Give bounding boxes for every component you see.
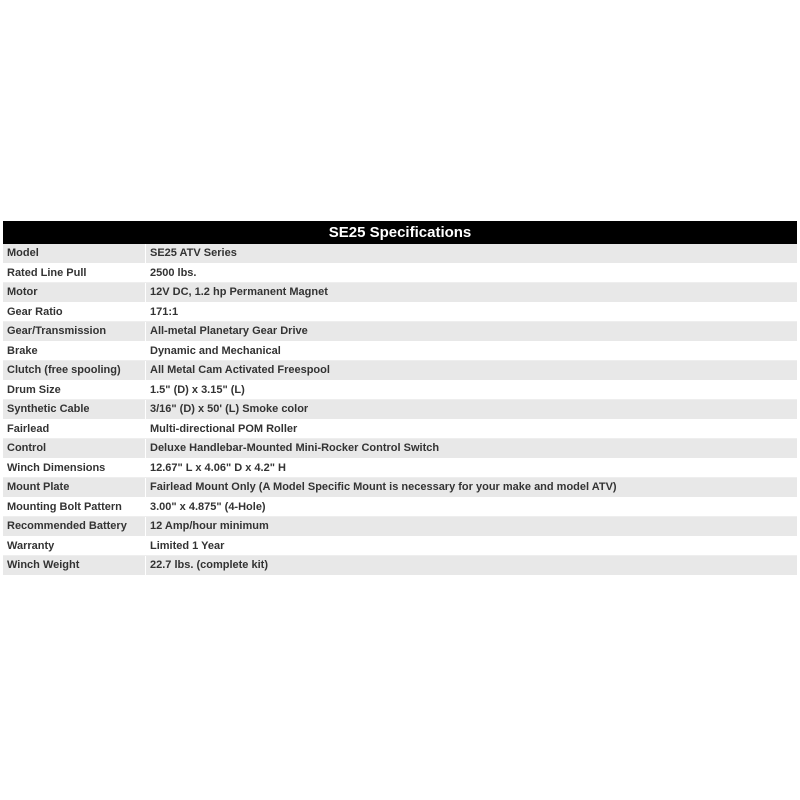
spec-label: Motor [3, 282, 146, 303]
spec-row: Drum Size 1.5" (D) x 3.15" (L) [3, 380, 797, 400]
spec-value: Deluxe Handlebar-Mounted Mini-Rocker Con… [145, 438, 797, 459]
spec-row: Winch Weight 22.7 lbs. (complete kit) [3, 555, 797, 576]
spec-value: 3/16" (D) x 50' (L) Smoke color [145, 399, 797, 420]
spec-label: Winch Weight [3, 555, 146, 576]
spec-value: 12V DC, 1.2 hp Permanent Magnet [145, 282, 797, 303]
spec-table: SE25 Specifications Model SE25 ATV Series… [3, 221, 797, 576]
spec-row: Clutch (free spooling) All Metal Cam Acti… [3, 360, 797, 381]
spec-value: Limited 1 Year [145, 536, 797, 556]
spec-value: 3.00" x 4.875" (4-Hole) [145, 497, 797, 517]
spec-value: 12 Amp/hour minimum [145, 516, 797, 537]
spec-label: Rated Line Pull [3, 263, 146, 283]
header-row: SE25 Specifications [3, 221, 797, 244]
spec-value: SE25 ATV Series [145, 244, 797, 264]
spec-table-wrap: SE25 Specifications Model SE25 ATV Series… [3, 221, 797, 576]
spec-row: Synthetic Cable 3/16" (D) x 50' (L) Smoke… [3, 399, 797, 420]
spec-label: Fairlead [3, 419, 146, 439]
spec-row: Fairlead Multi-directional POM Roller [3, 419, 797, 439]
spec-label: Synthetic Cable [3, 399, 146, 420]
spec-value: All-metal Planetary Gear Drive [145, 321, 797, 342]
spec-row: Control Deluxe Handlebar-Mounted Mini-Roc… [3, 438, 797, 459]
spec-label: Recommended Battery [3, 516, 146, 537]
spec-row: Mount Plate Fairlead Mount Only (A Model … [3, 477, 797, 498]
spec-label: Clutch (free spooling) [3, 360, 146, 381]
spec-label: Mounting Bolt Pattern [3, 497, 146, 517]
spec-row: Winch Dimensions 12.67" L x 4.06" D x 4.2… [3, 458, 797, 478]
spec-label: Warranty [3, 536, 146, 556]
spec-label: Brake [3, 341, 146, 361]
spec-label: Model [3, 244, 146, 264]
spec-value: 1.5" (D) x 3.15" (L) [145, 380, 797, 400]
spec-label: Drum Size [3, 380, 146, 400]
spec-value: 171:1 [145, 302, 797, 322]
spec-value: Fairlead Mount Only (A Model Specific Mo… [145, 477, 797, 498]
spec-row: Mounting Bolt Pattern 3.00" x 4.875" (4-H… [3, 497, 797, 517]
spec-row: Motor 12V DC, 1.2 hp Permanent Magnet [3, 282, 797, 303]
spec-value: Dynamic and Mechanical [145, 341, 797, 361]
spec-row: Gear/Transmission All-metal Planetary Gea… [3, 321, 797, 342]
spec-row: Brake Dynamic and Mechanical [3, 341, 797, 361]
spec-label: Gear/Transmission [3, 321, 146, 342]
spec-label: Mount Plate [3, 477, 146, 498]
spec-value: 12.67" L x 4.06" D x 4.2" H [145, 458, 797, 478]
spec-row: Gear Ratio 171:1 [3, 302, 797, 322]
spec-value: 22.7 lbs. (complete kit) [145, 555, 797, 576]
spec-row: Rated Line Pull 2500 lbs. [3, 263, 797, 283]
spec-row: Recommended Battery 12 Amp/hour minimum [3, 516, 797, 537]
spec-value: 2500 lbs. [145, 263, 797, 283]
spec-value: Multi-directional POM Roller [145, 419, 797, 439]
table-title: SE25 Specifications [3, 221, 797, 244]
spec-row: Warranty Limited 1 Year [3, 536, 797, 556]
spec-row: Model SE25 ATV Series [3, 244, 797, 264]
spec-value: All Metal Cam Activated Freespool [145, 360, 797, 381]
spec-label: Gear Ratio [3, 302, 146, 322]
spec-label: Winch Dimensions [3, 458, 146, 478]
spec-label: Control [3, 438, 146, 459]
